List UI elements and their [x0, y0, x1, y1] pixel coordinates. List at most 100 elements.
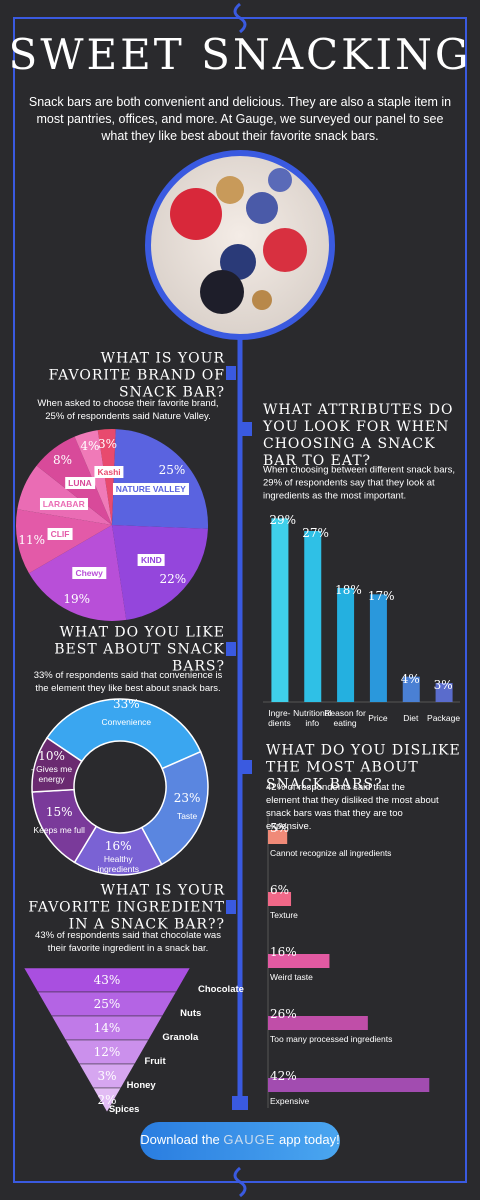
value-label: 4%: [400, 671, 420, 686]
button-label[interactable]: Download the: [140, 1132, 220, 1147]
category-label: Too many processed ingredients: [270, 1034, 393, 1044]
pie-slice: [45, 698, 202, 770]
value-label: 3%: [433, 678, 453, 692]
bar: [268, 892, 292, 906]
connector: [226, 642, 236, 656]
category-label: Granola: [162, 1032, 199, 1043]
swirl: [233, 2, 247, 34]
section-subtitle: 43% of respondents said that chocolate w…: [35, 930, 221, 954]
brand-label: NATURE VALLEY: [112, 483, 189, 496]
value-label: 42%: [270, 1069, 297, 1083]
brand-label: Kashi: [94, 466, 124, 479]
brand-label: LUNA: [65, 477, 95, 490]
pie-slice: [112, 525, 208, 620]
bar: [268, 830, 288, 844]
category-label: Weird taste: [270, 972, 313, 982]
value-label: 2%: [97, 1093, 117, 1107]
category-label: Diet: [403, 713, 419, 723]
category-label: Spices: [108, 1104, 140, 1115]
bar: [402, 676, 420, 702]
brand-label: CLIF: [47, 528, 73, 541]
value-label: 33%: [113, 697, 140, 712]
bar: [268, 1016, 368, 1030]
value-label: 14%: [93, 1021, 121, 1035]
value-label: 3%: [97, 1069, 117, 1083]
category-label: Reason for eating: [324, 708, 366, 728]
category-label: Taste: [176, 811, 198, 822]
value-label: 15%: [45, 804, 73, 819]
intro: Snack bars are both convenient and delic…: [28, 95, 452, 143]
category-label: Texture: [270, 910, 298, 920]
button-text[interactable]: Download the GAUGE app today!: [140, 1132, 340, 1147]
value-label: 8%: [52, 453, 73, 468]
swirl: [233, 1166, 247, 1198]
category-label: Cannot recognize all ingredients: [270, 848, 392, 858]
bar: [304, 531, 322, 702]
button-logo[interactable]: GAUGE: [223, 1132, 276, 1147]
brand-label: LARABAR: [39, 497, 88, 510]
section-title: WHAT DO YOU LIKE BEST ABOUT SNACK BARS?: [54, 624, 225, 675]
category-label: Expensive: [270, 1096, 310, 1106]
category-label: Healthy ingredients: [97, 853, 140, 874]
brand-label: KIND: [137, 554, 165, 567]
connector: [226, 366, 236, 380]
download-button[interactable]: [140, 1122, 340, 1160]
section-subtitle: 33% of respondents said that convenience…: [33, 670, 223, 694]
brand-label: Chewy: [72, 566, 106, 579]
category-label: Chocolate: [198, 984, 244, 995]
pie-slice: [16, 509, 112, 574]
funnel-band: [92, 1087, 122, 1113]
value-label: 4%: [80, 439, 100, 454]
bar: [435, 683, 453, 702]
value-label: 5%: [270, 821, 290, 835]
pie-slice: [17, 465, 112, 525]
pie-slice: [112, 429, 208, 529]
value-label: 26%: [270, 1007, 297, 1021]
section-title: WHAT ATTRIBUTES DO YOU LOOK FOR WHEN CHO…: [263, 402, 454, 469]
bar: [268, 1078, 430, 1092]
value-label: 22%: [159, 572, 187, 587]
value-label: 27%: [302, 526, 329, 540]
connector: [242, 760, 252, 774]
category-label: Honey: [126, 1080, 156, 1091]
bar: [369, 594, 387, 702]
value-label: 29%: [269, 513, 297, 528]
category-label: Nutritional info: [293, 708, 332, 728]
category-label: Fruit: [144, 1056, 166, 1067]
pie-slice: [31, 736, 83, 793]
value-label: 43%: [93, 973, 121, 987]
value-label: 19%: [63, 591, 91, 606]
section-subtitle: When asked to choose their favorite bran…: [37, 398, 219, 422]
bar: [271, 518, 289, 702]
section-title: WHAT IS YOUR FAVORITE BRAND OF SNACK BAR…: [48, 350, 225, 401]
category-label: Convenience: [101, 717, 152, 728]
bar: [268, 954, 330, 968]
section-title: WHAT IS YOUR FAVORITE INGREDIENT IN A SN…: [28, 882, 225, 933]
category-label: Package: [427, 713, 461, 723]
connector: [242, 422, 252, 436]
page-title: SWEET SNACKING: [8, 30, 472, 79]
value-label: 25%: [158, 462, 186, 477]
category-label: Price: [368, 713, 388, 723]
value-label: 16%: [270, 945, 297, 959]
section-subtitle: When choosing between different snack ba…: [263, 464, 456, 502]
value-label: 10%: [38, 749, 65, 764]
button-label[interactable]: app today!: [279, 1132, 340, 1147]
value-label: 3%: [97, 436, 118, 451]
section-title: WHAT DO YOU DISLIKE THE MOST ABOUT SNACK…: [266, 742, 461, 793]
category-label: Keeps me full: [33, 824, 85, 835]
berries: [170, 168, 307, 314]
category-label: - Gives me energy: [30, 764, 73, 785]
value-label: 17%: [367, 589, 395, 604]
section-subtitle: 42% of respondents said that the element…: [266, 782, 439, 832]
value-label: 12%: [93, 1045, 121, 1059]
category-label: Nuts: [180, 1008, 202, 1019]
bar: [337, 588, 355, 702]
value-label: 11%: [18, 532, 46, 547]
value-label: 25%: [93, 997, 121, 1011]
value-label: 16%: [104, 838, 132, 853]
value-label: 18%: [335, 583, 362, 597]
connector: [226, 900, 236, 914]
connector: [232, 1096, 248, 1110]
